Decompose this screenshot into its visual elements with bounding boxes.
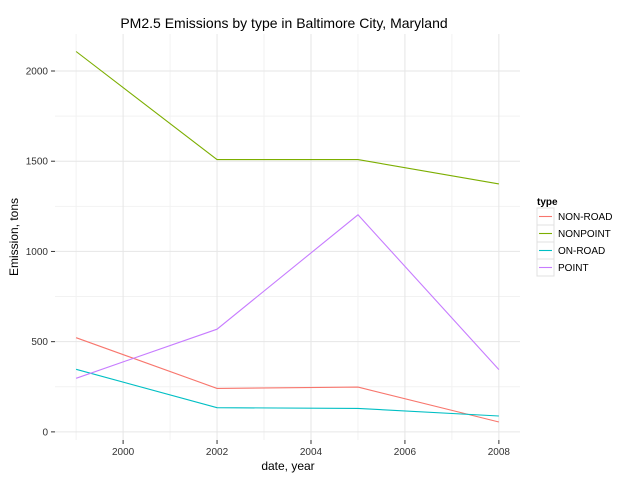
x-tick-label: 2002 <box>206 447 229 458</box>
y-tick-label: 1500 <box>26 157 49 168</box>
x-tick-label: 2000 <box>112 447 135 458</box>
y-tick-label: 2000 <box>26 66 49 77</box>
chart-title: PM2.5 Emissions by type in Baltimore Cit… <box>120 15 447 31</box>
legend-title: type <box>537 197 558 208</box>
legend-label: POINT <box>558 263 589 274</box>
y-axis-title: Emission, tons <box>7 198 21 276</box>
y-tick-label: 0 <box>42 427 48 438</box>
plot-panel <box>55 34 520 440</box>
series-line-on-road <box>75 368 499 417</box>
legend: type NON-ROAD NONPOINT ON-ROAD POINT <box>536 197 612 277</box>
series-line-nonpoint <box>75 51 499 185</box>
x-tick-label: 2004 <box>300 447 323 458</box>
x-tick-label: 2006 <box>394 447 417 458</box>
legend-label: NON-ROAD <box>558 212 612 223</box>
y-axis: 0 500 1000 1500 2000 <box>26 66 55 438</box>
x-axis: 2000 2002 2004 2006 2008 <box>112 440 510 458</box>
legend-label: ON-ROAD <box>558 246 605 257</box>
y-tick-label: 1000 <box>26 247 49 258</box>
legend-label: NONPOINT <box>558 229 611 240</box>
series-lines <box>75 51 500 423</box>
y-tick-label: 500 <box>31 337 48 348</box>
x-tick-label: 2008 <box>488 447 511 458</box>
series-line-non-road <box>75 337 500 423</box>
series-line-point <box>75 214 500 379</box>
x-axis-title: date, year <box>261 459 314 473</box>
grid-lines <box>55 34 520 440</box>
